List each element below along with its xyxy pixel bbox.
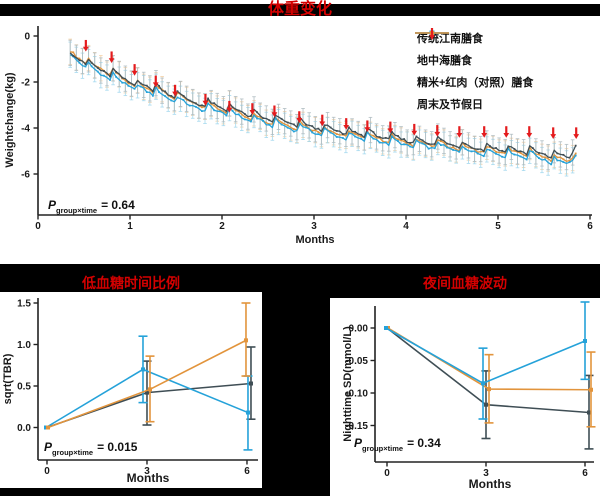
legend-item-control-diet: 精米+红肉（对照）膳食 <box>413 31 599 93</box>
axis-text: 2 <box>219 221 225 232</box>
axis-text: -0.10 <box>345 389 368 400</box>
p-value-tbr: Pgroup×time = 0.015 <box>44 438 137 457</box>
axis-text: 0.00 <box>349 324 369 335</box>
axis-text: 3 <box>483 468 489 479</box>
sd-chart-title: 夜间血糖波动 <box>423 275 507 291</box>
p-symbol: P <box>48 198 57 212</box>
p-result: = 0.015 <box>97 440 138 454</box>
p-symbol: P <box>44 440 53 454</box>
series-2 <box>384 301 590 420</box>
weight-chart-title: 体重变化 <box>267 1 332 18</box>
weight-axes: 0 -2 -4 -6 0 1 2 3 4 5 6 Months Weightchange(kg) <box>4 26 593 246</box>
legend-label: 精米+红肉（对照）膳食 <box>417 77 534 89</box>
p-subscript: group×time <box>56 206 98 216</box>
axis-text: 4 <box>403 221 409 232</box>
axis-text: 6 <box>582 468 588 479</box>
series-1 <box>386 326 596 428</box>
weight-series-2 <box>69 52 577 159</box>
axis-text: 3 <box>144 466 150 477</box>
weight-chart-legend: 传统江南膳食 地中海膳食 精米+红肉（对照）膳食 周末及节假日 <box>413 27 599 115</box>
axis-text: 0 <box>35 221 41 232</box>
axis-text: -2 <box>21 78 30 89</box>
p-subscript: group×time <box>52 448 94 458</box>
weight-chart-svg: 0 -2 -4 -6 0 1 2 3 4 5 6 Months Weightchange(kg) <box>4 26 593 246</box>
sd-chart-svg: 0.00 -0.05 -0.10 -0.15 0 3 6 Months Nighttime SD… <box>342 301 596 491</box>
axis-text: 0.5 <box>17 382 31 393</box>
weekend-arrow-key-icon <box>429 28 435 40</box>
weight-chart-panel: 0 -2 -4 -6 0 1 2 3 4 5 6 Months Weightchange(kg) 传统江… <box>4 26 599 246</box>
axis-text: 5 <box>495 221 501 232</box>
axis-text: 0.0 <box>17 423 31 434</box>
legend-item-weekend-holiday: 周末及节假日 <box>413 28 599 115</box>
p-result: = 0.64 <box>101 198 135 212</box>
axis-text: 1.5 <box>17 299 31 310</box>
axis-text: Weightchange(kg) <box>4 72 16 167</box>
series-2 <box>46 302 251 430</box>
axis-text: 1.0 <box>17 340 31 351</box>
tbr-chart-title: 低血糖时间比例 <box>82 275 180 291</box>
axis-text: 6 <box>587 221 593 232</box>
axis-text: 3 <box>311 221 317 232</box>
axes: 0.00 -0.05 -0.10 -0.15 0 3 6 Months Nighttime SD… <box>342 306 594 491</box>
axis-text: 0 <box>24 32 30 43</box>
axis-text: -6 <box>21 170 30 181</box>
weekend-arrows <box>82 39 580 139</box>
axis-text: -0.15 <box>345 421 368 432</box>
axis-text: -4 <box>21 124 30 135</box>
axis-text: Months <box>295 234 334 246</box>
legend-label: 地中海膳食 <box>417 55 472 67</box>
p-result: = 0.34 <box>407 436 441 450</box>
tbr-chart-panel: 0.0 0.5 1.0 1.5 0 3 6 Months sqrt(TBR) Pgroup×ti… <box>0 292 262 488</box>
axis-text: Nighttime SD(mmol/L) <box>342 326 354 442</box>
p-symbol: P <box>354 436 363 450</box>
bottom-section: 低血糖时间比例 夜间血糖波动 0.0 0.5 1.0 1.5 0 3 6 Months sqrt… <box>0 264 600 496</box>
axis-text: sqrt(TBR) <box>2 353 14 404</box>
axis-text: 1 <box>127 221 133 232</box>
legend-label: 周末及节假日 <box>417 99 483 111</box>
p-value-weight: Pgroup×time = 0.64 <box>48 196 135 215</box>
axes: 0.0 0.5 1.0 1.5 0 3 6 Months sqrt(TBR) <box>2 298 258 485</box>
legend-item-mediterranean-diet: 地中海膳食 <box>413 30 599 71</box>
axis-text: 0 <box>44 466 50 477</box>
axis-text: Months <box>469 477 512 491</box>
tbr-chart-svg: 0.0 0.5 1.0 1.5 0 3 6 Months sqrt(TBR) <box>2 298 258 485</box>
top-title-bar: 体重变化 <box>0 1 600 18</box>
p-subscript: group×time <box>362 444 404 454</box>
axis-text: -0.05 <box>345 356 368 367</box>
axis-text: 6 <box>244 466 250 477</box>
p-value-sd: Pgroup×time = 0.34 <box>354 434 441 453</box>
sd-chart-panel: 0.00 -0.05 -0.10 -0.15 0 3 6 Months Nighttime SD… <box>330 298 600 496</box>
axis-text: 0 <box>384 468 390 479</box>
axis-text: Months <box>127 471 170 485</box>
